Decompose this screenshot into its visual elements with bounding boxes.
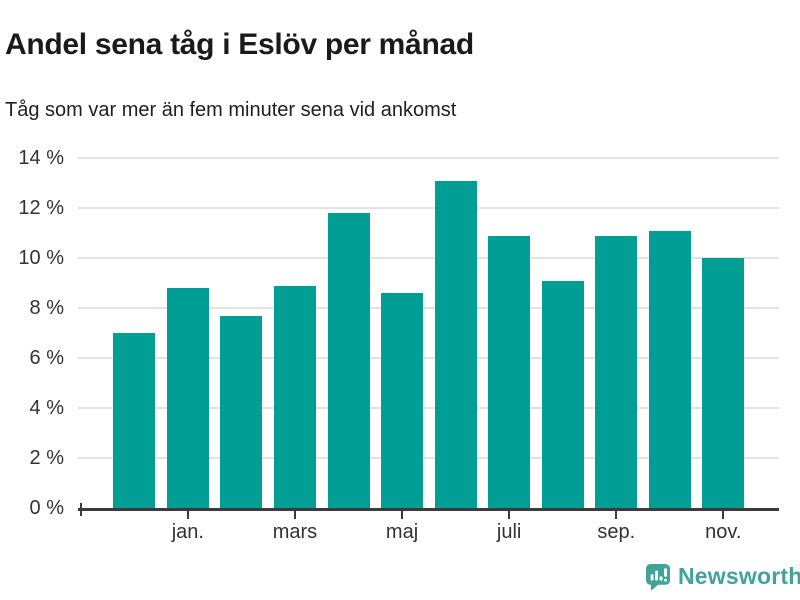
axis-origin-tick — [80, 503, 82, 516]
x-axis-label: mars — [272, 521, 318, 543]
bar-9 — [541, 280, 584, 508]
x-axis-tick — [508, 510, 511, 519]
y-axis-label: 4 % — [29, 397, 64, 419]
x-axis-label: maj — [385, 521, 419, 543]
bar-7 — [434, 180, 477, 508]
y-axis-label: 8 % — [29, 297, 64, 319]
x-axis-label: nov. — [705, 521, 742, 543]
gridline-6 — [78, 357, 779, 359]
y-axis-label: 0 % — [29, 497, 64, 519]
newsworthy-wordmark: Newsworthy — [678, 563, 800, 589]
x-axis-label: jan. — [171, 521, 204, 543]
x-axis-tick — [293, 510, 296, 519]
gridline-4 — [78, 407, 779, 409]
bar-8 — [488, 235, 531, 508]
bar-6 — [381, 293, 424, 508]
bar-11 — [648, 230, 691, 508]
newsworthy-bubble-chart-icon — [645, 563, 671, 590]
newsworthy-logo: Newsworthy — [645, 563, 800, 590]
x-axis-tick — [401, 510, 404, 519]
x-axis-label: sep. — [597, 521, 636, 543]
gridline-10 — [78, 257, 779, 259]
y-axis-label: 2 % — [29, 447, 64, 469]
bar-5 — [327, 213, 370, 508]
gridline-12 — [78, 207, 779, 209]
bar-3 — [220, 315, 263, 508]
y-axis-label: 12 % — [18, 197, 64, 219]
x-axis-tick — [615, 510, 618, 519]
x-axis-label: juli — [496, 521, 522, 543]
gridline-14 — [78, 157, 779, 159]
bar-2 — [166, 288, 209, 508]
chart-subtitle: Tåg som var mer än fem minuter sena vid … — [5, 99, 457, 121]
bar-12 — [702, 258, 745, 508]
x-axis-tick — [186, 510, 189, 519]
bar-1 — [113, 333, 156, 508]
y-axis-label: 10 % — [18, 247, 64, 269]
x-axis-tick — [722, 510, 725, 519]
chart-title: Andel sena tåg i Eslöv per månad — [5, 28, 474, 62]
gridline-8 — [78, 307, 779, 309]
bar-4 — [273, 285, 316, 508]
y-axis-label: 6 % — [29, 347, 64, 369]
x-axis-line — [78, 508, 779, 511]
gridline-2 — [78, 457, 779, 459]
bar-10 — [595, 235, 638, 508]
y-axis-label: 14 % — [18, 147, 64, 169]
